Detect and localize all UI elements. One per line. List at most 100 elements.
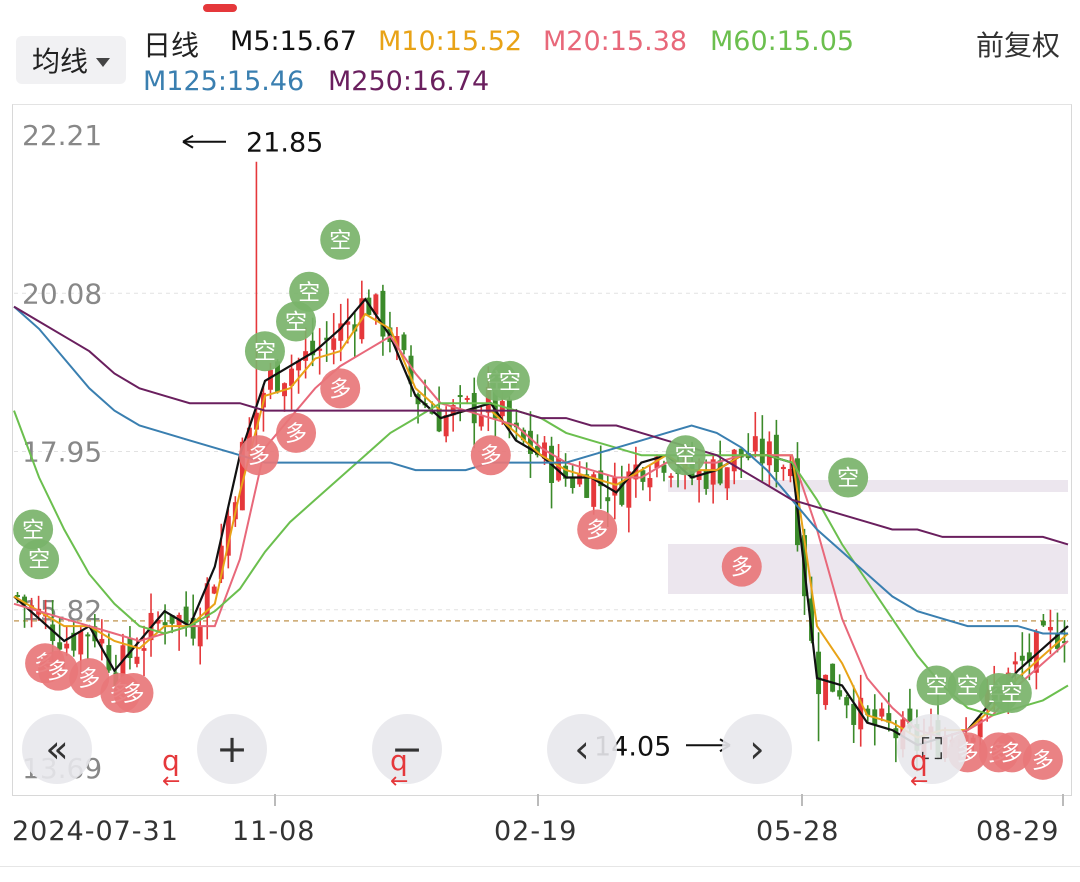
candle-body <box>204 583 210 618</box>
sell-signal-badge <box>19 539 60 580</box>
ma-line-m125 <box>13 305 1068 635</box>
legend-m20: M20:15.38 <box>543 26 688 57</box>
candle-body <box>563 465 569 479</box>
sell-signal-badge-label: 空 <box>499 370 521 395</box>
candle-body <box>85 634 91 637</box>
buy-signal-badge <box>320 368 361 409</box>
candle-body <box>851 703 857 725</box>
candle-body <box>78 631 84 655</box>
sell-signal-badge <box>991 672 1032 713</box>
plot-frame <box>12 104 1072 796</box>
y-tick-1: 20.08 <box>22 277 102 310</box>
chart-header: 均线 日线 M5:15.67 M10:15.52 M20:15.38 M60:1… <box>0 0 1080 100</box>
candle-body <box>816 651 822 695</box>
candle-body <box>724 467 730 489</box>
candle-body <box>492 384 498 419</box>
candle-body <box>310 340 316 356</box>
indicator-dropdown[interactable]: 均线 <box>16 36 126 84</box>
sell-signal-badge <box>489 360 530 401</box>
sell-signal-badge-label: 空 <box>285 310 307 335</box>
legend-m60: M60:15.05 <box>710 26 855 57</box>
candle-body <box>977 718 983 738</box>
candle-body <box>1055 633 1060 649</box>
buy-signal-badge-label: 多 <box>586 519 608 544</box>
sell-signal-badge <box>665 435 706 476</box>
sell-signal-badge <box>13 509 54 550</box>
fullscreen-icon: ⛶ <box>921 731 943 767</box>
sell-signal-badge-label: 空 <box>298 281 320 306</box>
candle-body <box>289 368 295 386</box>
candle-body <box>661 464 667 473</box>
q-marker-3[interactable]: q ← <box>910 744 929 794</box>
max-arrow-head <box>182 134 194 149</box>
candle-body <box>570 478 576 489</box>
double-chevron-left-icon: « <box>45 727 69 771</box>
sell-signal-badge <box>244 331 285 372</box>
chevron-right-icon: › <box>749 727 765 771</box>
legend-m250: M250:16.74 <box>328 66 490 97</box>
candle-body <box>71 632 77 651</box>
buy-signal-badge <box>238 435 279 476</box>
ma-line-m10 <box>13 312 1069 739</box>
buy-signal-badge-label: 多 <box>329 377 351 402</box>
candle-body <box>436 408 442 432</box>
candle-body <box>528 430 533 454</box>
candle-body <box>345 321 351 325</box>
candle-body <box>162 622 168 626</box>
chevron-left-icon: ‹ <box>574 727 590 771</box>
candle-body <box>633 464 639 480</box>
candle-body <box>155 619 161 624</box>
candle-body <box>15 595 20 598</box>
indicator-dropdown-label: 均线 <box>31 45 88 78</box>
buy-signal-badge-label: 多 <box>480 444 502 469</box>
candle-body <box>1019 655 1025 661</box>
period-label: 日线 <box>143 29 200 62</box>
buy-signal-badge <box>991 732 1032 773</box>
candle-body <box>429 411 435 414</box>
price-adjust-toggle[interactable]: 前复权 <box>975 29 1060 62</box>
fullscreen-button[interactable]: ⛶ <box>897 714 967 784</box>
candle-body <box>268 369 273 390</box>
candle-body <box>50 624 56 642</box>
candle-body <box>612 477 618 496</box>
ma-line-m250 <box>13 305 1069 546</box>
q-marker-1[interactable]: q ← <box>162 744 181 794</box>
candle-body <box>1012 661 1018 665</box>
candle-body <box>99 638 105 644</box>
zoom-out-button[interactable]: − <box>372 714 442 784</box>
candle-body <box>823 674 829 706</box>
scroll-right-button[interactable]: › <box>722 714 792 784</box>
legend-m5: M5:15.67 <box>230 26 357 57</box>
buy-signal-badge <box>470 435 511 476</box>
drag-handle[interactable] <box>203 4 237 12</box>
sell-signal-badge-label: 空 <box>329 229 351 254</box>
candle-body <box>605 497 611 502</box>
x-label-4: 08-29 <box>976 816 1060 847</box>
buy-signal-badge-label: 多 <box>731 556 753 581</box>
candle-body <box>879 708 885 717</box>
buy-signal-badge <box>1022 739 1063 780</box>
candle-body <box>738 448 744 458</box>
candle-body <box>556 458 562 481</box>
q-marker-2[interactable]: q ← <box>390 744 409 794</box>
candle-body <box>225 516 231 556</box>
candle-body <box>520 429 526 441</box>
buy-signal-badge <box>69 658 110 699</box>
scroll-left-fast-button[interactable]: « <box>22 714 92 784</box>
candle-body <box>331 338 337 350</box>
sell-signal-badge-label: 空 <box>22 519 44 544</box>
sell-signal-badge-label: 空 <box>1001 682 1023 707</box>
bottom-divider <box>0 866 1080 867</box>
x-label-3: 05-28 <box>756 816 840 847</box>
plus-icon: + <box>216 727 248 771</box>
candle-body <box>296 360 302 371</box>
ma-line-m5 <box>13 297 1069 747</box>
x-label-1: 11-08 <box>232 816 316 847</box>
candle-body <box>1040 620 1046 626</box>
buy-signal-badge-label: 多 <box>248 444 270 469</box>
candle-body <box>443 415 449 437</box>
candle-body <box>717 460 723 484</box>
zoom-in-button[interactable]: + <box>197 714 267 784</box>
ma-line-m20 <box>13 334 1069 739</box>
scroll-left-button[interactable]: ‹ <box>547 714 617 784</box>
